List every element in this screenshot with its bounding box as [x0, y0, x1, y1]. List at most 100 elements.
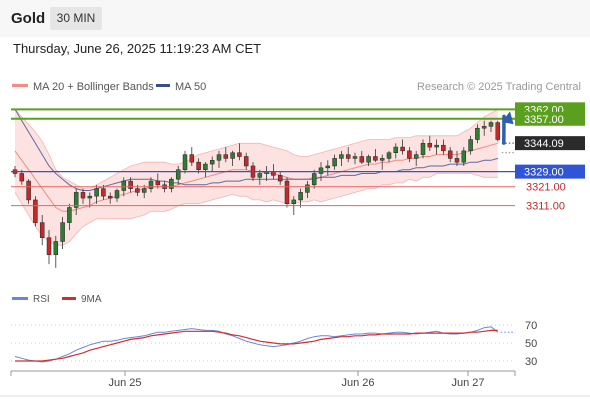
- levels-layer: 3362.003357.003344.093329.003321.003311.…: [11, 102, 585, 213]
- candle-body: [441, 144, 446, 152]
- candle-body: [475, 127, 480, 140]
- candle: [175, 165, 181, 185]
- candle-body: [169, 178, 174, 189]
- candle-body: [80, 192, 86, 199]
- candle: [60, 216, 65, 250]
- candle: [128, 177, 133, 193]
- candle-body: [345, 154, 351, 159]
- candle-body: [434, 144, 439, 148]
- candle: [393, 143, 399, 159]
- candle-body: [148, 180, 154, 189]
- candle-body: [305, 184, 310, 193]
- candle-body: [223, 154, 229, 159]
- candle: [386, 150, 392, 163]
- candle: [379, 154, 385, 170]
- candle: [101, 184, 106, 200]
- candle: [345, 147, 351, 163]
- candle: [488, 120, 494, 132]
- timeframe-button[interactable]: 30 MIN: [50, 7, 102, 30]
- candle-body: [73, 192, 79, 208]
- candle-body: [366, 156, 371, 163]
- candle-body: [46, 237, 52, 255]
- candle-body: [26, 180, 31, 201]
- candle: [223, 147, 229, 163]
- candle-body: [325, 165, 331, 169]
- candle-body: [386, 152, 392, 159]
- candle-body: [352, 156, 358, 159]
- candle-body: [203, 163, 208, 170]
- candle-body: [87, 195, 93, 199]
- candle-body: [495, 122, 501, 140]
- candle: [67, 203, 72, 231]
- price-pane: [12, 108, 501, 268]
- level-3344-09-label: 3344.09: [524, 138, 564, 150]
- candle: [311, 169, 317, 189]
- level-3329-00-box: [515, 164, 585, 179]
- candle-body: [94, 188, 99, 197]
- candle-body: [19, 173, 25, 182]
- candle: [53, 235, 59, 268]
- candle-body: [237, 152, 242, 157]
- candle: [73, 188, 79, 216]
- x-tick-label: Jun 27: [451, 377, 484, 389]
- candle-body: [373, 156, 378, 161]
- rsi-tick-50: 50: [525, 338, 537, 350]
- level-3329-00-label: 3329.00: [524, 167, 564, 179]
- candle-body: [128, 180, 133, 189]
- candle-body: [461, 150, 467, 163]
- rsi-series-9ma: [15, 329, 498, 362]
- rsi-legend-swatch: [12, 297, 28, 300]
- x-axis: Jun 25 Jun 26 Jun 27: [0, 370, 590, 397]
- candle: [87, 192, 93, 208]
- level-3344-09-box: [515, 136, 585, 151]
- candle: [203, 162, 208, 178]
- candle: [400, 139, 405, 155]
- candle-body: [284, 180, 290, 204]
- candle-body: [454, 158, 460, 163]
- candle: [39, 215, 45, 246]
- level-3311-00-label: 3311.00: [526, 201, 565, 213]
- candle: [46, 230, 52, 265]
- candle: [298, 188, 303, 208]
- rsi-series-rsi: [14, 326, 499, 363]
- candle-body: [175, 169, 181, 180]
- candle: [169, 177, 174, 193]
- candle: [257, 169, 263, 185]
- rsi-tick-70: 70: [525, 320, 537, 332]
- candle-body: [39, 222, 45, 238]
- candle: [94, 184, 99, 204]
- datetime-label: Thursday, June 26, 2025 11:19:23 AM CET: [13, 41, 262, 56]
- candle: [237, 143, 242, 161]
- candle: [420, 139, 426, 159]
- x-tick-label: Jun 25: [108, 377, 141, 389]
- candle: [209, 156, 215, 172]
- ma50-legend-label: MA 50: [175, 81, 206, 93]
- candle-body: [107, 195, 113, 199]
- rsi-pane: 30 50 70: [11, 320, 537, 368]
- candle-body: [155, 180, 161, 186]
- bb-legend-label: MA 20 + Bollinger Bands: [33, 81, 154, 93]
- candle-body: [427, 143, 433, 148]
- candle: [216, 150, 222, 168]
- candle: [461, 147, 467, 166]
- candle: [230, 150, 235, 166]
- candle: [325, 160, 331, 176]
- candle: [441, 139, 446, 155]
- candle: [107, 192, 113, 204]
- candle: [352, 152, 358, 165]
- rsi-legend-label: RSI: [33, 294, 50, 305]
- candle-body: [298, 192, 303, 201]
- candle: [182, 150, 188, 174]
- candle: [332, 154, 337, 170]
- candle: [19, 169, 25, 185]
- candle: [468, 135, 473, 155]
- candle: [495, 120, 501, 142]
- candle: [277, 171, 283, 185]
- credit-text: Research © 2025 Trading Central: [417, 81, 581, 93]
- candle-body: [407, 150, 412, 159]
- candle: [407, 147, 412, 163]
- candle-body: [67, 207, 72, 223]
- candle-body: [53, 241, 59, 255]
- candle-body: [230, 152, 235, 159]
- candle: [114, 188, 120, 202]
